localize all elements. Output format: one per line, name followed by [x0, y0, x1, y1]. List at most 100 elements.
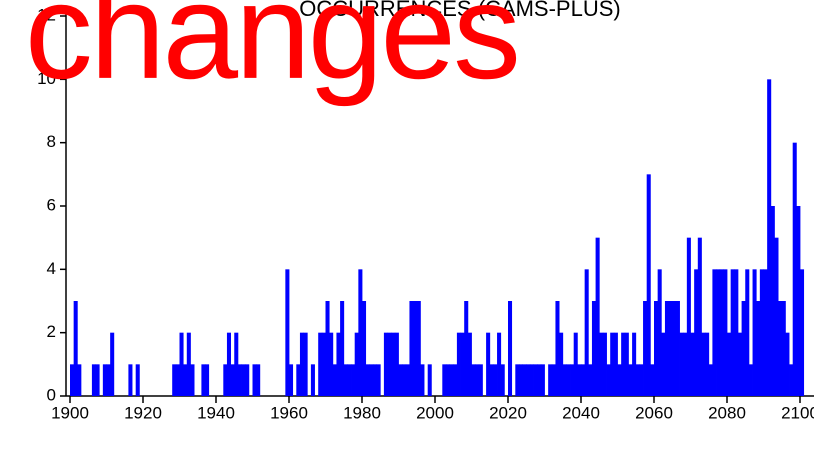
bar: [752, 269, 757, 396]
bar: [241, 364, 246, 396]
bar: [453, 364, 458, 396]
bar: [252, 364, 257, 396]
bar: [391, 332, 396, 396]
bar: [570, 364, 575, 396]
bar: [256, 364, 261, 396]
bar: [745, 269, 750, 396]
bar: [296, 364, 301, 396]
bar: [369, 364, 374, 396]
bar: [588, 364, 593, 396]
bar: [460, 332, 465, 396]
bar: [697, 237, 702, 396]
bar: [621, 332, 626, 396]
bar: [661, 332, 666, 396]
bar: [679, 332, 684, 396]
y-tick-label: 4: [47, 259, 56, 278]
bar: [358, 269, 363, 396]
bar: [398, 364, 403, 396]
bar: [727, 332, 732, 396]
bar: [475, 364, 480, 396]
bar: [340, 301, 345, 396]
bar: [723, 269, 728, 396]
bar: [179, 332, 184, 396]
bar: [741, 301, 746, 396]
bar: [730, 269, 735, 396]
bar: [664, 301, 669, 396]
bar: [489, 364, 494, 396]
annotation: changes: [25, 0, 518, 107]
y-tick-label: 2: [47, 322, 56, 341]
bar: [471, 364, 476, 396]
bar: [445, 364, 450, 396]
bar: [686, 237, 691, 396]
x-tick-label: 1920: [124, 403, 162, 422]
bar: [737, 332, 742, 396]
bar: [562, 364, 567, 396]
bar: [518, 364, 523, 396]
bar: [591, 301, 596, 396]
bar: [493, 364, 498, 396]
bar: [657, 269, 662, 396]
bar: [427, 364, 432, 396]
bar: [299, 332, 304, 396]
bar: [365, 364, 370, 396]
bar: [555, 301, 560, 396]
bar: [551, 364, 556, 396]
bar: [628, 364, 633, 396]
bar: [383, 332, 388, 396]
bar: [409, 301, 414, 396]
bar: [175, 364, 180, 396]
x-tick-label: 1940: [197, 403, 235, 422]
bar: [336, 332, 341, 396]
bar: [719, 269, 724, 396]
bar: [449, 364, 454, 396]
x-tick-label: 1960: [270, 403, 308, 422]
bar: [73, 301, 78, 396]
bar: [95, 364, 100, 396]
bar: [624, 332, 629, 396]
bar: [515, 364, 520, 396]
bar: [668, 301, 673, 396]
bar: [584, 269, 589, 396]
bar: [387, 332, 392, 396]
bar: [70, 364, 75, 396]
bar: [226, 332, 231, 396]
bar: [394, 332, 399, 396]
bar: [205, 364, 210, 396]
bar: [548, 364, 553, 396]
x-tick-label: 2060: [635, 403, 673, 422]
bar: [654, 301, 659, 396]
x-tick-label: 2080: [708, 403, 746, 422]
bar: [201, 364, 206, 396]
bar: [632, 332, 637, 396]
bar: [683, 332, 688, 396]
bar: [800, 269, 805, 396]
bar: [792, 142, 797, 396]
y-tick-label: 8: [47, 132, 56, 151]
bar: [223, 364, 228, 396]
bar: [789, 364, 794, 396]
bar: [135, 364, 140, 396]
bar: [325, 301, 330, 396]
x-tick-label: 2000: [416, 403, 454, 422]
bar: [748, 364, 753, 396]
bar: [573, 332, 578, 396]
bar: [617, 364, 622, 396]
bar: [774, 237, 779, 396]
bar: [237, 364, 242, 396]
bar: [190, 364, 195, 396]
bars: [70, 79, 805, 396]
bar: [245, 364, 250, 396]
bar: [533, 364, 538, 396]
bar: [759, 269, 764, 396]
bar: [354, 332, 359, 396]
bar: [639, 364, 644, 396]
bar: [763, 269, 768, 396]
bar: [522, 364, 527, 396]
bar: [540, 364, 545, 396]
bar: [405, 364, 410, 396]
bar: [577, 364, 582, 396]
bar: [712, 269, 717, 396]
x-tick-label: 2040: [562, 403, 600, 422]
